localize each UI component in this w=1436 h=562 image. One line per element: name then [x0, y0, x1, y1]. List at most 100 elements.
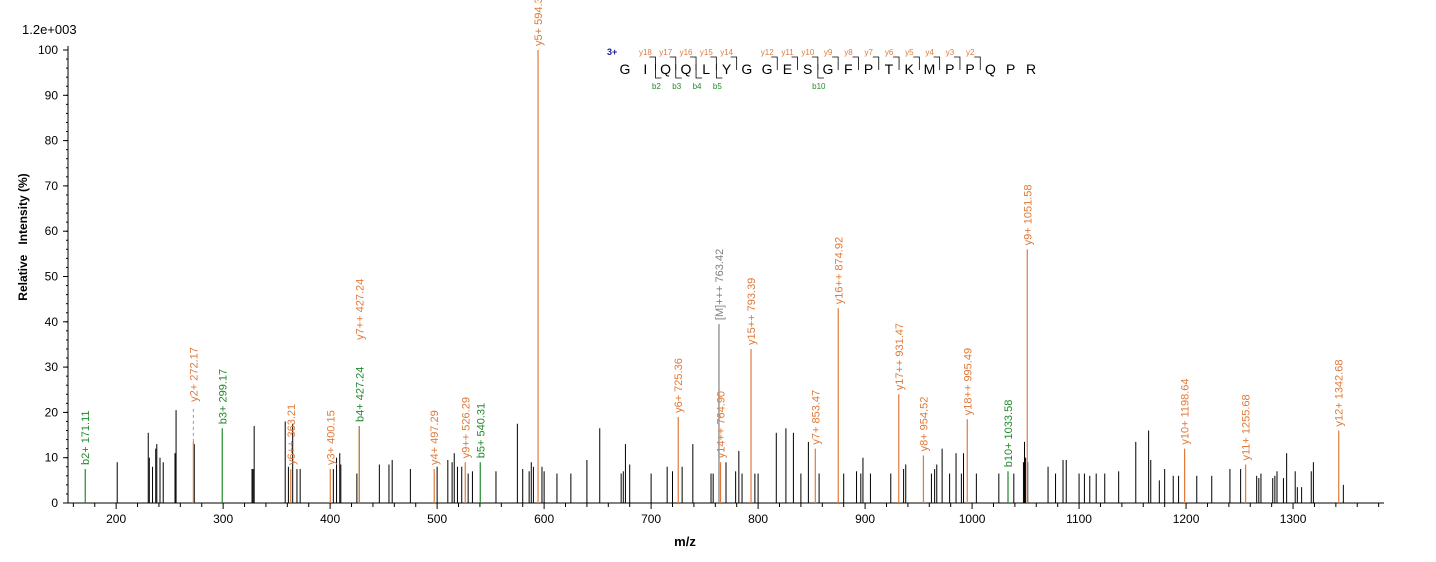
b-cleavage-mark — [817, 64, 824, 79]
b-ion-tag: b4 — [693, 82, 702, 91]
residue: F — [844, 61, 853, 77]
peak-label: y9+ 1051.58 — [1022, 184, 1034, 245]
peaks — [84, 50, 1344, 503]
residue: I — [643, 61, 647, 77]
peak-label: y9++ 526.29 — [460, 397, 472, 458]
b-ion-tag: b5 — [713, 82, 722, 91]
y-tick-label: 100 — [38, 43, 58, 57]
y-ion-tag: y14 — [720, 48, 733, 57]
intensity-scale-label: 1.2e+003 — [22, 22, 77, 37]
peak-label: b3+ 299.17 — [217, 369, 229, 424]
y-ion-tag: y2 — [966, 48, 975, 57]
y-ion-tag: y3 — [946, 48, 955, 57]
y-cleavage-mark — [953, 56, 961, 70]
peak-label: y4+ 497.29 — [429, 410, 441, 465]
b-ion-tag: b3 — [672, 82, 681, 91]
residue: G — [620, 61, 631, 77]
peak-label: y6++ 363.21 — [286, 404, 298, 465]
b-cleavage-mark — [675, 64, 682, 79]
residue: G — [762, 61, 773, 77]
y-tick-label: 20 — [45, 405, 59, 419]
peak-label: b2+ 171.11 — [80, 410, 92, 465]
residue: L — [702, 61, 710, 77]
peak-label: y14++ 764.90 — [716, 391, 728, 458]
peak-label: [M]+++ 763.42 — [714, 249, 726, 320]
y-tick-label: 0 — [51, 496, 58, 510]
y-cleavage-mark — [933, 56, 941, 70]
y-ion-tag: y7 — [865, 48, 874, 57]
y-tick-label: 80 — [45, 134, 59, 148]
peak-label: y15++ 793.39 — [746, 278, 758, 345]
b-cleavage-mark — [695, 64, 703, 79]
y-ion-tag: y6 — [885, 48, 894, 57]
x-tick-label: 1100 — [1066, 512, 1092, 526]
residue: K — [905, 61, 915, 77]
x-tick-label: 200 — [106, 512, 126, 526]
y-axis-label: Relative Intensity (%) — [16, 173, 30, 300]
residue: Q — [985, 61, 996, 77]
peak-labels: b2+ 171.11 y2+ 272.17 b3+ 299.17 y6++ 363.2… — [80, 0, 1345, 467]
peak-label: y7++ 427.24 — [354, 279, 366, 340]
peak-label: b5+ 540.31 — [475, 403, 487, 458]
y-cleavage-mark — [791, 56, 798, 70]
x-tick-label: 800 — [748, 512, 768, 526]
y-cleavage-mark — [710, 56, 717, 70]
x-tick-label: 1200 — [1173, 512, 1200, 526]
precursor-charge: 3+ — [607, 47, 617, 57]
peak-label: b10+ 1033.58 — [1003, 400, 1015, 468]
y-ion-tag: y8 — [844, 48, 853, 57]
x-tick-label: 500 — [427, 512, 447, 526]
residue: R — [1026, 61, 1036, 77]
y-ion-tag: y9 — [824, 48, 833, 57]
x-tick-label: 1300 — [1280, 512, 1307, 526]
x-tick-label: 1000 — [959, 512, 986, 526]
y-ion-tag: y16 — [680, 48, 693, 57]
residue: Q — [660, 61, 671, 77]
y-ion-tag: y18 — [639, 48, 652, 57]
y-cleavage-mark — [913, 56, 920, 70]
residue: T — [885, 61, 894, 77]
x-tick-label: 300 — [213, 512, 233, 526]
residue: G — [823, 61, 834, 77]
peak-label: y8+ 954.52 — [918, 397, 930, 452]
peak-label: y7+ 853.47 — [810, 390, 822, 445]
axes: 0 10 20 30 40 50 60 70 80 90 100 200 300 400 500 600 700… — [38, 43, 1384, 526]
residue: P — [864, 61, 873, 77]
x-tick-label: 600 — [534, 512, 554, 526]
peak-label: y18++ 995.49 — [962, 348, 974, 415]
x-tick-label: 900 — [855, 512, 875, 526]
y-cleavage-mark — [893, 56, 900, 70]
y-tick-label: 40 — [45, 315, 59, 329]
residue: P — [945, 61, 954, 77]
b-cleavage-mark — [715, 64, 723, 79]
b-cleavage-mark — [655, 64, 662, 79]
peak-label: y3+ 400.15 — [325, 410, 337, 465]
y-ion-tag: y12 — [761, 48, 774, 57]
y-tick-label: 60 — [45, 224, 59, 238]
y-tick-label: 10 — [45, 451, 59, 465]
y-cleavage-mark — [649, 56, 656, 70]
y-ion-tag: y11 — [781, 48, 794, 57]
peak-label: y10+ 1198.64 — [1180, 378, 1192, 444]
y-tick-label: 50 — [45, 270, 59, 284]
peak-label: y6+ 725.36 — [673, 358, 685, 413]
y-ion-tag: y4 — [925, 48, 934, 57]
residue: Y — [722, 61, 732, 77]
peak-label: y5+ 594.34 — [533, 0, 545, 46]
peak-label: y11+ 1255.68 — [1241, 394, 1253, 460]
peak-label: y2+ 272.17 — [188, 347, 200, 402]
y-tick-label: 90 — [45, 88, 59, 102]
y-ion-tag: y17 — [659, 48, 672, 57]
residue: G — [741, 61, 752, 77]
y-cleavage-mark — [771, 56, 778, 70]
y-cleavage-mark — [852, 56, 859, 70]
peak-label: y16++ 874.92 — [833, 237, 845, 304]
y-cleavage-mark — [730, 56, 738, 70]
y-tick-label: 70 — [45, 179, 59, 193]
residue: S — [803, 61, 812, 77]
y-cleavage-mark — [811, 56, 819, 70]
residue: P — [965, 61, 974, 77]
y-ion-tag: y5 — [905, 48, 914, 57]
